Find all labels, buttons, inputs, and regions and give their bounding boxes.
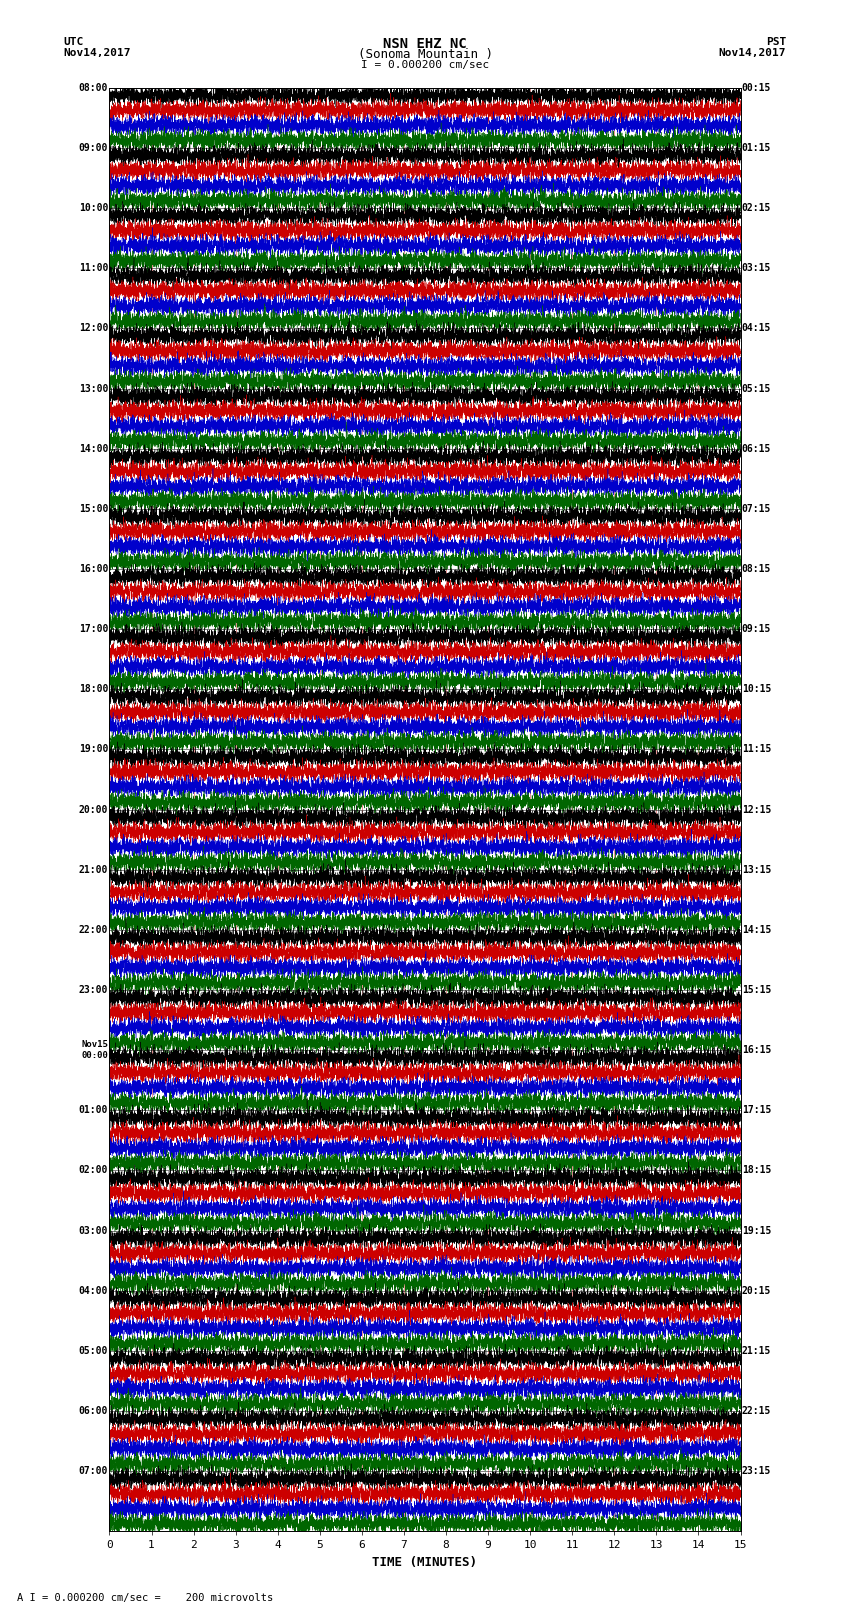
Text: 12:15: 12:15 [742, 805, 771, 815]
Text: PST: PST [766, 37, 786, 47]
Text: 07:00: 07:00 [79, 1466, 108, 1476]
Text: 01:00: 01:00 [79, 1105, 108, 1115]
Text: 07:15: 07:15 [742, 503, 771, 515]
Text: 15:15: 15:15 [742, 986, 771, 995]
Text: 04:15: 04:15 [742, 323, 771, 334]
Text: 20:00: 20:00 [79, 805, 108, 815]
Text: Nov15
00:00: Nov15 00:00 [82, 1040, 108, 1060]
Text: 21:15: 21:15 [742, 1345, 771, 1357]
Text: 15:00: 15:00 [79, 503, 108, 515]
Text: 04:00: 04:00 [79, 1286, 108, 1295]
Text: 10:15: 10:15 [742, 684, 771, 694]
Text: 00:15: 00:15 [742, 82, 771, 92]
Text: 11:15: 11:15 [742, 745, 771, 755]
Text: 22:15: 22:15 [742, 1407, 771, 1416]
Text: 17:15: 17:15 [742, 1105, 771, 1115]
X-axis label: TIME (MINUTES): TIME (MINUTES) [372, 1557, 478, 1569]
Text: 20:15: 20:15 [742, 1286, 771, 1295]
Text: 05:00: 05:00 [79, 1345, 108, 1357]
Text: 19:15: 19:15 [742, 1226, 771, 1236]
Text: Nov14,2017: Nov14,2017 [64, 48, 131, 58]
Text: 01:15: 01:15 [742, 144, 771, 153]
Text: NSN EHZ NC: NSN EHZ NC [383, 37, 467, 52]
Text: 23:00: 23:00 [79, 986, 108, 995]
Text: 16:15: 16:15 [742, 1045, 771, 1055]
Text: 13:00: 13:00 [79, 384, 108, 394]
Text: 06:00: 06:00 [79, 1407, 108, 1416]
Text: UTC: UTC [64, 37, 84, 47]
Text: 08:15: 08:15 [742, 565, 771, 574]
Text: 16:00: 16:00 [79, 565, 108, 574]
Text: Nov14,2017: Nov14,2017 [719, 48, 786, 58]
Text: 03:15: 03:15 [742, 263, 771, 273]
Text: 19:00: 19:00 [79, 745, 108, 755]
Text: 22:00: 22:00 [79, 924, 108, 936]
Text: 14:15: 14:15 [742, 924, 771, 936]
Text: (Sonoma Mountain ): (Sonoma Mountain ) [358, 48, 492, 61]
Text: 14:00: 14:00 [79, 444, 108, 453]
Text: 12:00: 12:00 [79, 323, 108, 334]
Text: 06:15: 06:15 [742, 444, 771, 453]
Text: 02:00: 02:00 [79, 1166, 108, 1176]
Text: 09:15: 09:15 [742, 624, 771, 634]
Text: 08:00: 08:00 [79, 82, 108, 92]
Text: 11:00: 11:00 [79, 263, 108, 273]
Text: 05:15: 05:15 [742, 384, 771, 394]
Text: A I = 0.000200 cm/sec =    200 microvolts: A I = 0.000200 cm/sec = 200 microvolts [17, 1594, 273, 1603]
Text: 23:15: 23:15 [742, 1466, 771, 1476]
Text: 13:15: 13:15 [742, 865, 771, 874]
Text: 18:15: 18:15 [742, 1166, 771, 1176]
Text: 18:00: 18:00 [79, 684, 108, 694]
Text: 02:15: 02:15 [742, 203, 771, 213]
Text: 17:00: 17:00 [79, 624, 108, 634]
Text: 09:00: 09:00 [79, 144, 108, 153]
Text: 21:00: 21:00 [79, 865, 108, 874]
Text: I = 0.000200 cm/sec: I = 0.000200 cm/sec [361, 60, 489, 69]
Text: 10:00: 10:00 [79, 203, 108, 213]
Text: 03:00: 03:00 [79, 1226, 108, 1236]
